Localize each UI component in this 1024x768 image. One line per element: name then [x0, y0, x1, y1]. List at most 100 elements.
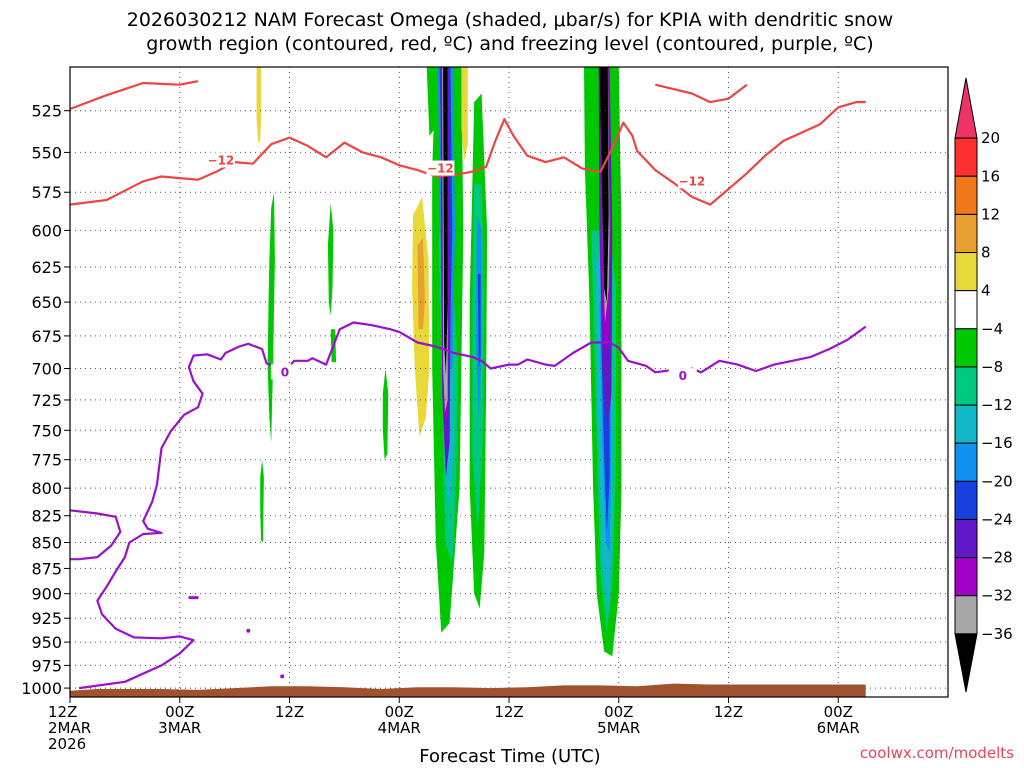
colorbar-label-6: −8	[981, 358, 1003, 376]
colorbar-segment-11	[954, 518, 978, 559]
contour-label-3-0: 0	[281, 365, 289, 379]
colorbar-segment-2	[954, 175, 978, 215]
colorbar-label-12: −32	[981, 587, 1013, 605]
y-axis: 525 550 575 600 625 650 675 700 725 750 775 800 825 8…	[21, 102, 70, 698]
colorbar-segment-8	[954, 404, 978, 444]
marker-1	[246, 628, 251, 633]
colorbar-segment-1	[954, 137, 978, 177]
contour-line-4	[69, 509, 122, 561]
x-tick-label-3-0: 00Z	[385, 703, 414, 721]
contour-label-0-2: −12	[679, 174, 706, 188]
y-tick-label-19: 1000	[21, 679, 62, 698]
colorbar-segment-5	[954, 290, 978, 330]
y-tick-label-18: 975	[31, 656, 62, 675]
contour-label-bg-0-1	[426, 160, 455, 176]
x-axis-label: Forecast Time (UTC)	[419, 746, 600, 767]
colorbar-label-4: 4	[981, 282, 991, 300]
omega-region-2	[260, 459, 264, 543]
omega-region-5	[382, 368, 389, 460]
contours: −12 −12 −12 0 0	[69, 80, 867, 690]
terrain	[70, 683, 866, 697]
colorbar-segment-9	[954, 442, 978, 482]
contour-label-bg-3-0	[270, 364, 299, 380]
x-tick-label-2-0: 12Z	[275, 703, 304, 721]
y-tick-label-2: 575	[31, 183, 62, 202]
contour-line-0	[69, 100, 866, 206]
x-tick-label-1-0: 00Z	[165, 703, 194, 721]
y-tick-label-10: 775	[31, 451, 62, 470]
y-tick-label-0: 525	[31, 102, 62, 121]
y-tick-label-17: 950	[31, 633, 62, 652]
colorbar-segment-3	[954, 213, 978, 254]
x-tick-label-6-0: 12Z	[714, 703, 743, 721]
omega-region-17	[443, 67, 448, 375]
terrain-fill	[70, 683, 866, 697]
x-tick-label-4-0: 12Z	[494, 703, 523, 721]
colorbar-top-arrow	[954, 77, 978, 139]
contour-label-bg-0-0	[206, 152, 235, 168]
y-tick-label-1: 550	[31, 143, 62, 162]
y-tick-label-6: 675	[31, 327, 62, 346]
colorbar-segment-4	[954, 252, 978, 292]
grid-lines	[70, 67, 948, 697]
x-tick-label-3-1: 4MAR	[378, 719, 421, 737]
contour-label-bg-0-2	[677, 173, 706, 189]
chart-title-line-2: growth region (contoured, red, ºC) and f…	[146, 33, 873, 55]
contour-label-0-1: −12	[427, 162, 454, 176]
colorbar-segment-6	[954, 328, 978, 368]
omega-region-7	[417, 237, 425, 330]
x-tick-label-5-1: 5MAR	[597, 719, 640, 737]
contour-label-0-0: −12	[208, 154, 235, 168]
omega-region-31	[599, 67, 609, 303]
colorbar-label-13: −36	[981, 625, 1013, 643]
omega-region-22	[477, 274, 481, 369]
y-tick-label-9: 750	[31, 421, 62, 440]
y-tick-label-13: 850	[31, 533, 62, 552]
colorbar-label-0: 20	[981, 129, 1000, 147]
colorbar-segment-13	[954, 595, 978, 635]
colorbar-label-5: −4	[981, 320, 1003, 338]
colorbar-label-3: 8	[981, 244, 991, 262]
contour-line-3	[78, 321, 867, 690]
y-tick-label-8: 725	[31, 391, 62, 410]
x-tick-label-0-2: 2026	[48, 735, 86, 753]
colorbar-label-10: −24	[981, 510, 1013, 528]
y-tick-label-16: 925	[31, 609, 62, 628]
contour-label-3-1: 0	[679, 369, 687, 383]
y-tick-label-7: 700	[31, 359, 62, 378]
omega-region-3	[327, 203, 334, 316]
colorbar: 20 16 12 8 4 −4 −8 −12 −16 −20 −24 −28 −32 −36	[954, 77, 1013, 693]
omega-region-8	[426, 67, 436, 136]
marker-2	[280, 674, 285, 679]
y-tick-label-3: 600	[31, 221, 62, 240]
colorbar-segment-10	[954, 480, 978, 520]
colorbar-segment-7	[954, 366, 978, 406]
omega-region-18	[461, 67, 468, 161]
colorbar-bottom-arrow	[954, 633, 978, 693]
y-tick-label-11: 800	[31, 479, 62, 498]
colorbar-label-2: 12	[981, 205, 1000, 223]
omega-region-0	[256, 67, 262, 145]
colorbar-label-11: −28	[981, 549, 1013, 567]
y-tick-label-4: 625	[31, 258, 62, 277]
y-tick-label-5: 650	[31, 293, 62, 312]
chart-title-line-1: 2026030212 NAM Forecast Omega (shaded, μ…	[127, 9, 893, 31]
x-tick-label-1-1: 3MAR	[158, 719, 201, 737]
markers	[188, 596, 285, 679]
x-tick-label-0-0: 12Z	[48, 703, 77, 721]
colorbar-label-8: −16	[981, 434, 1013, 452]
contour-label-bg-3-1	[668, 368, 697, 384]
y-tick-label-15: 900	[31, 585, 62, 604]
y-tick-label-14: 875	[31, 559, 62, 578]
contour-line-2	[655, 83, 748, 104]
colorbar-label-1: 16	[981, 167, 1000, 185]
x-tick-label-7-1: 6MAR	[817, 719, 860, 737]
x-tick-label-5-0: 00Z	[604, 703, 633, 721]
contour-line-1	[69, 80, 199, 111]
colorbar-label-9: −20	[981, 472, 1013, 490]
colorbar-label-7: −12	[981, 396, 1013, 414]
colorbar-segment-12	[954, 557, 978, 597]
x-tick-label-0-1: 2MAR	[48, 719, 91, 737]
